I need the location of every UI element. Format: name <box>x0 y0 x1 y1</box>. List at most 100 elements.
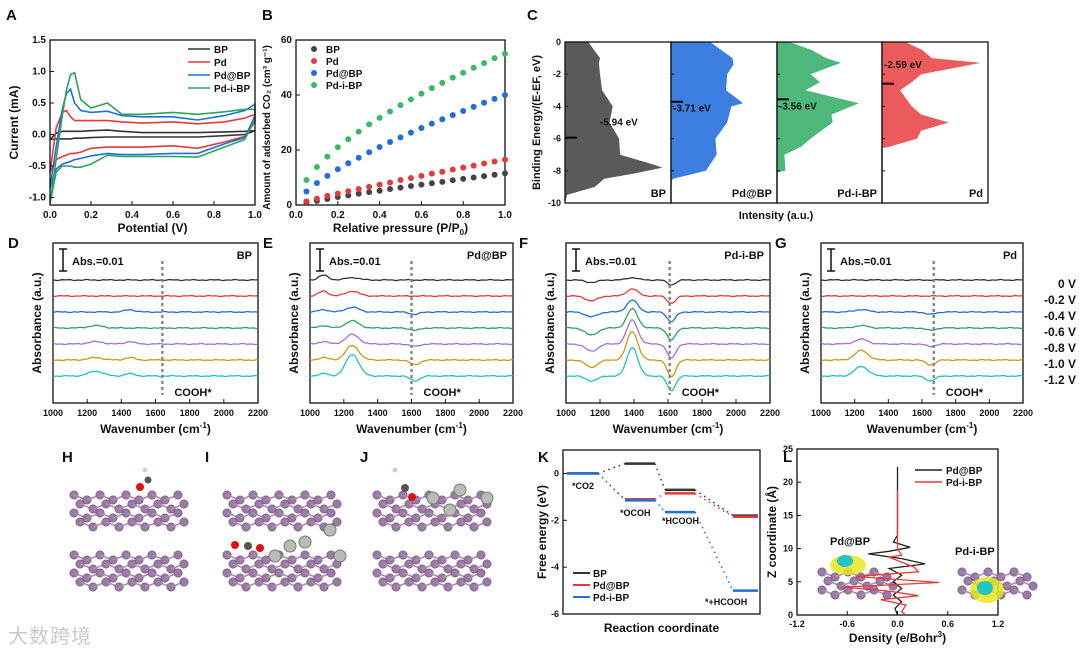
data-point-Pd@BP <box>345 160 352 167</box>
data-point-BP <box>345 192 352 199</box>
palladium-atom <box>443 503 457 517</box>
x-tick-label: 0.8 <box>207 210 221 221</box>
y-tick-label: -10 <box>548 198 561 208</box>
x-tick-label: 0.6 <box>166 210 180 221</box>
x-tick-label: 1000 <box>811 408 831 418</box>
state-label-text: *+HCOOH <box>705 597 747 607</box>
data-point-Pd <box>397 176 404 183</box>
x-tick-label: 2200 <box>248 408 268 418</box>
data-point-Pd-i-BP <box>460 69 467 76</box>
legend-marker <box>311 82 317 88</box>
x-tick-label: -1.2 <box>789 619 805 629</box>
scale-bar-label: Abs.=0.01 <box>72 256 124 268</box>
data-point-Pd@BP <box>407 129 414 136</box>
spectrum-trace <box>309 354 514 382</box>
x-axis-label: Reaction coordinate <box>604 621 720 635</box>
y-tick-label: -8 <box>553 166 561 176</box>
spectrum-trace <box>309 290 514 298</box>
x-axis-label: Intensity (a.u.) <box>739 210 814 222</box>
data-point-Pd@BP <box>334 166 341 173</box>
data-point-Pd-i-BP <box>407 96 414 103</box>
data-point-Pd-i-BP <box>355 128 362 135</box>
panel-label: D <box>8 235 19 252</box>
phosphorus-atom <box>476 508 486 518</box>
plot-frame <box>49 39 256 206</box>
spectrum-trace <box>820 324 1023 331</box>
data-point-BP <box>439 178 446 185</box>
y-axis-label: Absorbance (a.u.) <box>798 272 812 373</box>
y-tick-label: 20 <box>281 145 293 156</box>
x-axis-label-end: ) <box>942 631 946 645</box>
cv-curve-BP <box>49 129 256 141</box>
cooh-label: COOH* <box>682 387 720 399</box>
legend-label: Pd-i-BP <box>593 593 629 604</box>
spectrum-trace <box>309 306 514 316</box>
phosphorus-atom <box>482 577 492 587</box>
legend-label: BP <box>326 45 340 56</box>
dos-area-Pd@BP <box>671 42 744 183</box>
cooh-label: COOH* <box>946 387 984 399</box>
adsorbate-atom <box>231 541 239 549</box>
y-tick-label: 0 <box>554 468 559 478</box>
y-axis-label: Absorbance (a.u.) <box>30 272 44 373</box>
spectrum-trace <box>565 288 771 304</box>
phosphorus-atom <box>326 508 336 518</box>
plot-frame <box>562 449 761 615</box>
x-tick-label: -0.6 <box>839 619 855 629</box>
y-axis-label: Current (mA) <box>7 85 21 159</box>
panel-label: G <box>775 235 787 252</box>
y-tick-label: -4 <box>551 562 559 572</box>
y-tick-label: -6 <box>551 609 559 619</box>
adsorbate-atom <box>244 542 252 550</box>
data-point-Pd <box>303 198 310 205</box>
y-axis-label: Amount of adsorbed CO₂ (cm³ g⁻¹) <box>262 45 273 210</box>
legend-label: Pd-i-BP <box>326 81 362 92</box>
y-tick-label: 1.0 <box>32 66 46 77</box>
x-axis-label-text: Relative pressure (P/P <box>333 221 460 235</box>
potential-legend-label: -0.6 V <box>1044 325 1076 339</box>
legend-marker <box>311 58 317 64</box>
energy-connector <box>654 499 666 513</box>
phosphorus-atom <box>1022 572 1032 582</box>
data-point-Pd@BP <box>324 172 331 179</box>
panel-label: F <box>519 235 528 252</box>
watermark: 大数跨境 <box>8 624 92 648</box>
y-axis-label: Binding Energy/(E-EF, eV) <box>531 55 543 190</box>
x-axis-label: Density (e/Bohr3) <box>849 630 946 645</box>
y-tick-label: 40 <box>281 90 293 101</box>
data-point-BP <box>387 186 394 193</box>
y-tick-label: 60 <box>281 35 293 46</box>
potential-legend-label: -1.0 V <box>1044 357 1076 371</box>
dos-panel-frame <box>881 41 989 204</box>
y-tick-label: 0.5 <box>32 98 46 109</box>
potential-legend-label: -0.8 V <box>1044 341 1076 355</box>
x-tick-label: 0.6 <box>941 619 954 629</box>
phosphorus-atom <box>173 550 183 560</box>
y-tick-label: 15 <box>783 510 793 520</box>
legend-label: Pd@BP <box>593 581 630 592</box>
data-point-BP <box>460 175 467 182</box>
data-point-Pd@BP <box>313 180 320 186</box>
y-tick-label: 0 <box>556 37 561 47</box>
data-point-Pd <box>313 195 320 202</box>
data-point-BP <box>376 187 383 194</box>
spectrum-trace <box>565 319 771 359</box>
spectrum-trace <box>565 299 771 323</box>
phosphorus-atom <box>332 577 342 587</box>
data-point-BP <box>491 171 498 178</box>
energy-connector <box>694 489 734 517</box>
d-band-center-label: -3.71 eV <box>673 104 711 115</box>
data-point-BP <box>481 173 488 180</box>
data-point-Pd-i-BP <box>334 144 341 151</box>
data-point-Pd <box>449 166 456 173</box>
data-point-Pd-i-BP <box>470 64 477 71</box>
data-point-Pd <box>387 179 394 186</box>
x-tick-label: 2000 <box>469 408 489 418</box>
x-axis-label: Wavenumber (cm-1) <box>100 421 211 436</box>
x-tick-label: 1400 <box>624 408 644 418</box>
data-point-Pd@BP <box>418 125 425 131</box>
y-tick-label: 10 <box>783 544 793 554</box>
data-point-Pd <box>407 175 414 182</box>
panel-title: Pd-i-BP <box>724 250 764 262</box>
palladium-atom <box>453 483 467 497</box>
